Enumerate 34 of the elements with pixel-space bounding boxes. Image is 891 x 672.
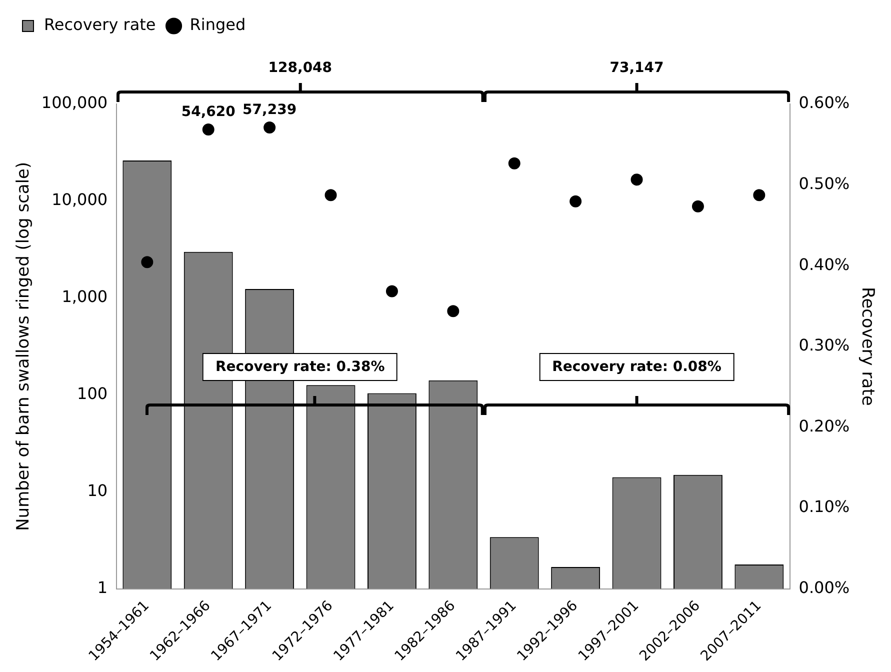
text: 128,048 (268, 60, 332, 76)
text: 73,147 (610, 60, 664, 76)
point (386, 285, 398, 298)
y-tick-label: 1 (97, 578, 108, 597)
y2-tick-label: 0.50% (798, 174, 850, 193)
point (202, 123, 214, 136)
y2-tick-label: 0.20% (798, 416, 850, 436)
annotation: Recovery rate: 0.38% (202, 352, 398, 381)
point (141, 256, 154, 268)
y2-tick-label: 0.60% (798, 93, 850, 112)
point (753, 189, 766, 202)
legend-label: Ringed (190, 15, 246, 34)
y2-axis-title: Recovery rate (857, 287, 878, 406)
data-label: 54,620 (181, 104, 236, 120)
y-tick-label: 100,000 (41, 93, 108, 112)
y2-tick-label: 0.30% (798, 336, 850, 355)
y-tick-label: 1,000 (62, 287, 108, 306)
legend-label: Recovery rate (44, 15, 156, 34)
y-axis-title: Number of barn swallows ringed (log scale) (14, 162, 34, 531)
y2-tick-label: 0.40% (798, 254, 850, 274)
point (692, 200, 704, 212)
annotation: Recovery rate: 0.08% (539, 352, 734, 381)
point (508, 157, 520, 170)
point (570, 195, 582, 208)
y-tick-label: 100 (77, 384, 108, 404)
point (324, 189, 337, 202)
point (447, 305, 460, 318)
y-tick-label: 10 (87, 480, 108, 500)
y2-tick-label: 0.10% (798, 497, 850, 516)
data-label: 57,239 (242, 102, 297, 118)
y2-tick-label: 0.00% (798, 578, 850, 597)
y-tick-label: 10,000 (52, 190, 108, 210)
point (264, 121, 276, 134)
point (630, 174, 643, 186)
